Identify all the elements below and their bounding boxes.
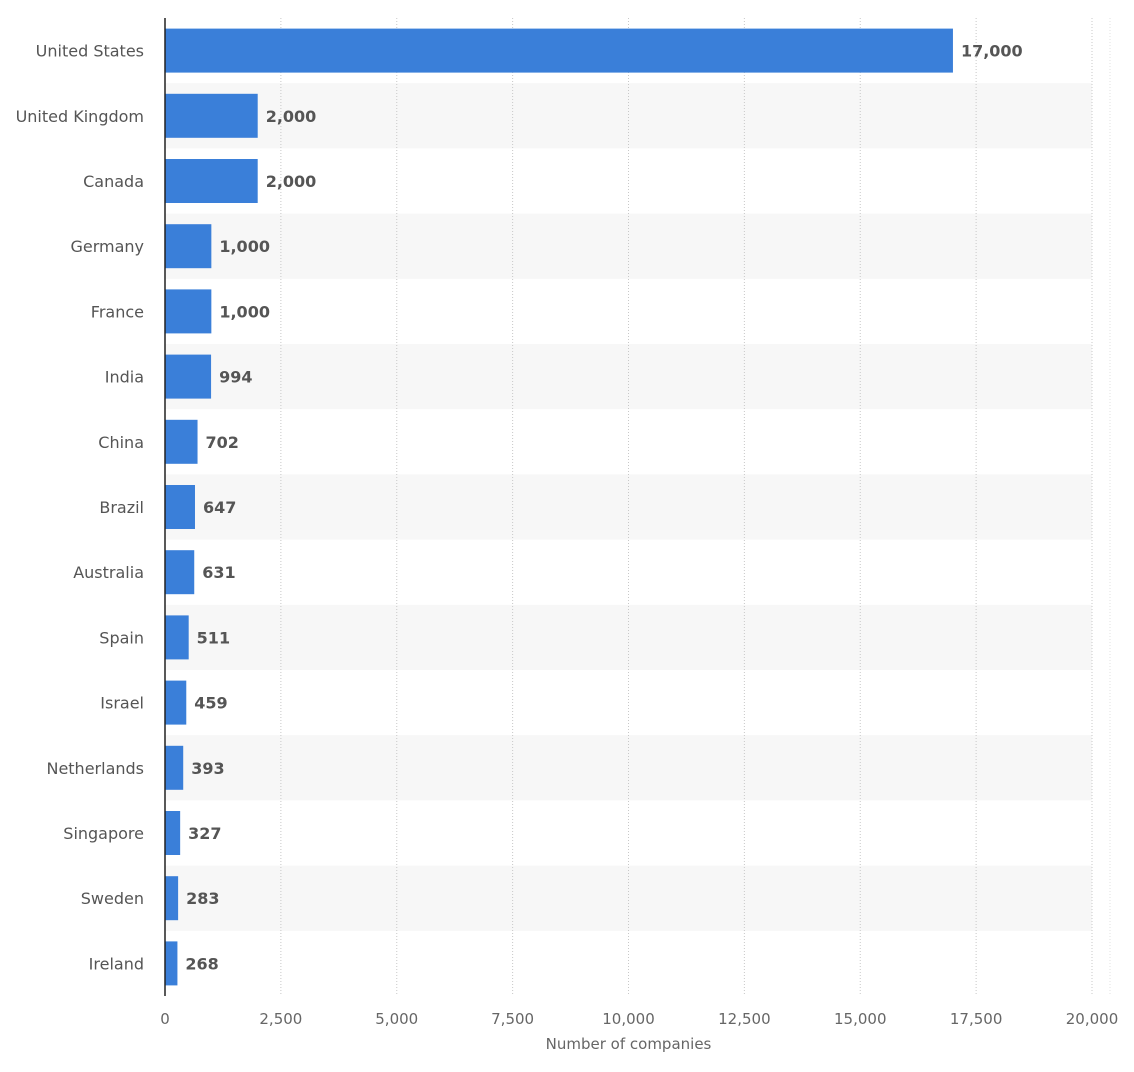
bar: [165, 811, 181, 855]
bar: [165, 680, 187, 725]
bar: [165, 615, 189, 660]
category-label: Sweden: [81, 889, 144, 908]
category-label: United Kingdom: [16, 107, 144, 126]
bar: [165, 745, 184, 790]
category-label: Spain: [99, 628, 144, 647]
x-tick-label: 10,000: [602, 1010, 655, 1028]
bar: [165, 354, 212, 399]
x-tick-label: 17,500: [950, 1010, 1003, 1028]
category-label: China: [98, 433, 144, 452]
value-label: 647: [203, 498, 236, 517]
value-label: 702: [206, 433, 239, 452]
category-labels: United States United Kingdom Canada Germany…: [16, 42, 144, 974]
bar: [165, 289, 212, 334]
x-axis-title: Number of companies: [546, 1035, 712, 1053]
bars: [165, 28, 953, 986]
x-tick-label: 2,500: [259, 1010, 302, 1028]
category-label: Israel: [100, 694, 144, 713]
category-label: France: [91, 302, 144, 321]
value-label: 511: [197, 628, 230, 647]
category-label: Canada: [83, 172, 144, 191]
category-label: Australia: [73, 563, 144, 582]
value-labels: 17,000 2,000 2,000 1,000 1,000 994 702 647 631 51…: [185, 42, 1022, 974]
bar: [165, 28, 953, 73]
bar: [165, 93, 258, 138]
category-label: Singapore: [63, 824, 144, 843]
x-tick-label: 7,500: [491, 1010, 534, 1028]
category-label: Netherlands: [46, 759, 144, 778]
value-label: 2,000: [266, 107, 317, 126]
bar: [165, 159, 258, 203]
value-label: 17,000: [961, 42, 1023, 61]
category-label: Brazil: [99, 498, 144, 517]
x-tick-label: 5,000: [375, 1010, 418, 1028]
bar: [165, 485, 195, 529]
bar: [165, 224, 212, 269]
row-band: [165, 83, 1092, 149]
bar: [165, 941, 178, 986]
value-label: 327: [188, 824, 221, 843]
x-tick-label: 12,500: [718, 1010, 771, 1028]
value-label: 459: [194, 694, 227, 713]
gridlines: [280, 18, 1111, 996]
category-label: Ireland: [89, 954, 144, 973]
bar: [165, 550, 195, 595]
category-label: India: [105, 368, 144, 387]
x-tick-label: 15,000: [834, 1010, 887, 1028]
value-label: 268: [185, 954, 218, 973]
x-tick-labels: 0 2,500 5,000 7,500 10,000 12,500 15,000 17,500…: [160, 1010, 1118, 1028]
row-bands: [165, 83, 1092, 931]
bar: [165, 876, 179, 921]
value-label: 283: [186, 889, 219, 908]
value-label: 2,000: [266, 172, 317, 191]
x-tick-label: 20,000: [1066, 1010, 1119, 1028]
value-label: 994: [219, 368, 252, 387]
x-tick-label: 0: [160, 1010, 170, 1028]
bar: [165, 419, 198, 464]
value-label: 1,000: [219, 302, 270, 321]
value-label: 1,000: [219, 237, 270, 256]
category-label: United States: [36, 42, 144, 61]
category-label: Germany: [70, 237, 144, 256]
value-label: 393: [191, 759, 224, 778]
value-label: 631: [202, 563, 235, 582]
